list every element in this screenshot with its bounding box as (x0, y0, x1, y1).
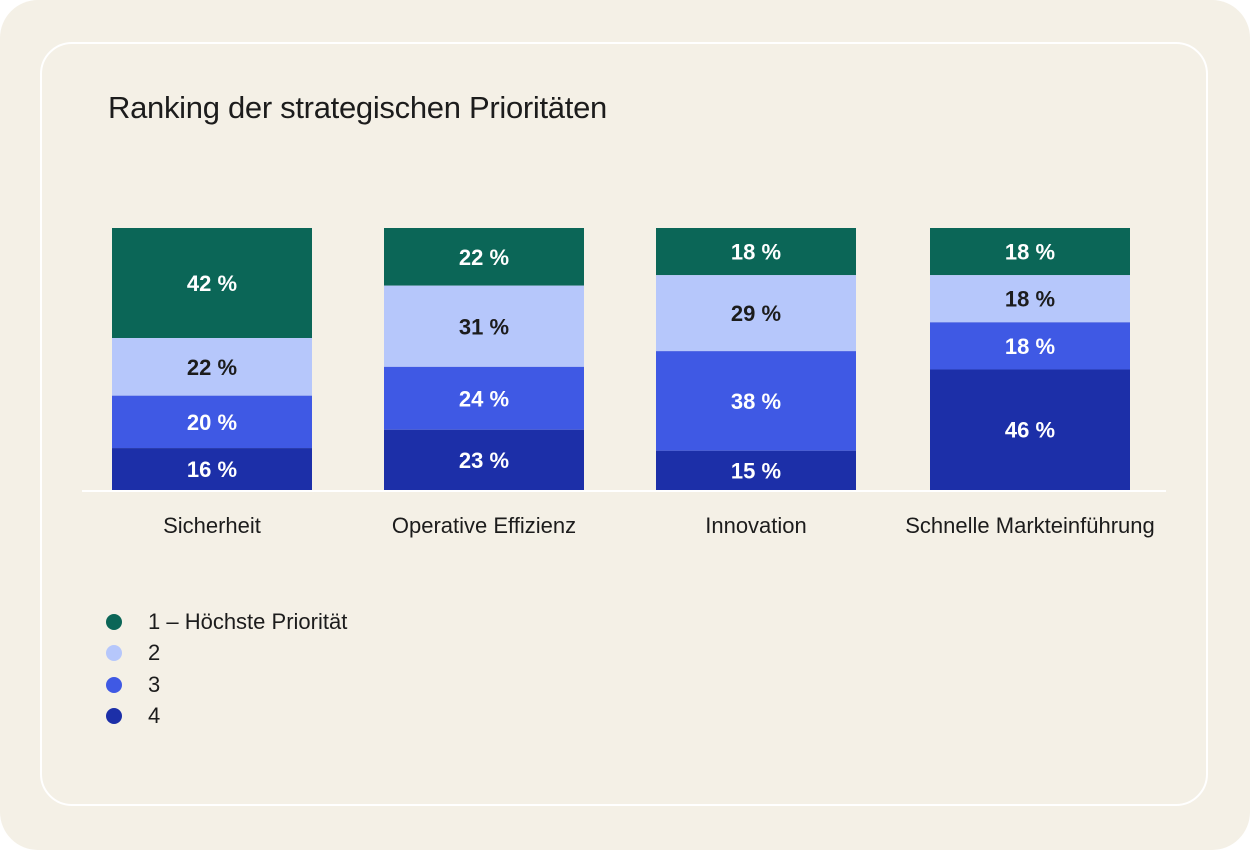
data-label: 46 % (1005, 418, 1055, 443)
data-label: 20 % (187, 410, 237, 435)
legend: 1 – Höchste Priorität 2 3 4 (106, 606, 347, 732)
x-tick-label: Innovation (705, 513, 807, 538)
legend-item: 1 – Höchste Priorität (106, 606, 347, 638)
data-label: 23 % (459, 448, 509, 473)
bar-segment (384, 228, 584, 286)
bar-segment (930, 322, 1130, 370)
x-tick-label: Sicherheit (163, 513, 261, 538)
bar-segment (656, 228, 856, 276)
bar-segment (930, 228, 1130, 276)
data-label: 15 % (731, 458, 781, 483)
legend-label: 3 (148, 671, 161, 697)
x-tick-label: Operative Effizienz (392, 513, 576, 538)
bar-segment (384, 429, 584, 490)
legend-item: 3 (106, 669, 347, 701)
data-label: 22 % (187, 355, 237, 380)
data-label: 18 % (1005, 334, 1055, 359)
data-label: 22 % (459, 245, 509, 270)
data-label: 38 % (731, 389, 781, 414)
bar-segment (930, 369, 1130, 490)
bar-segment (656, 351, 856, 451)
bar-segment (112, 338, 312, 396)
bar-segment (384, 366, 584, 430)
data-label: 29 % (731, 301, 781, 326)
bar-segment (930, 275, 1130, 323)
data-label: 42 % (187, 271, 237, 296)
legend-label: 1 – Höchste Priorität (148, 608, 348, 634)
bar-segment (656, 450, 856, 490)
legend-label: 4 (148, 703, 161, 729)
data-label: 24 % (459, 386, 509, 411)
chart-title: Ranking der strategischen Prioritäten (108, 90, 607, 125)
bar-segment (112, 395, 312, 449)
data-label: 16 % (187, 457, 237, 482)
legend-swatch (106, 613, 122, 630)
legend-swatch (106, 676, 122, 693)
legend-item: 2 (106, 638, 347, 670)
bar-segment (112, 448, 312, 490)
data-label: 18 % (1005, 240, 1055, 265)
legend-swatch (106, 708, 122, 725)
legend-swatch (106, 645, 122, 662)
data-label: 31 % (459, 314, 509, 339)
bar-segment (656, 275, 856, 352)
legend-label: 2 (148, 640, 161, 666)
legend-item: 4 (106, 701, 347, 733)
chart-card-inner-border (40, 42, 1208, 806)
data-label: 18 % (1005, 287, 1055, 312)
bar-segment (112, 228, 312, 339)
data-label: 18 % (731, 240, 781, 265)
bar-segment (384, 285, 584, 367)
x-tick-label: Schnelle Markteinführung (905, 513, 1154, 538)
